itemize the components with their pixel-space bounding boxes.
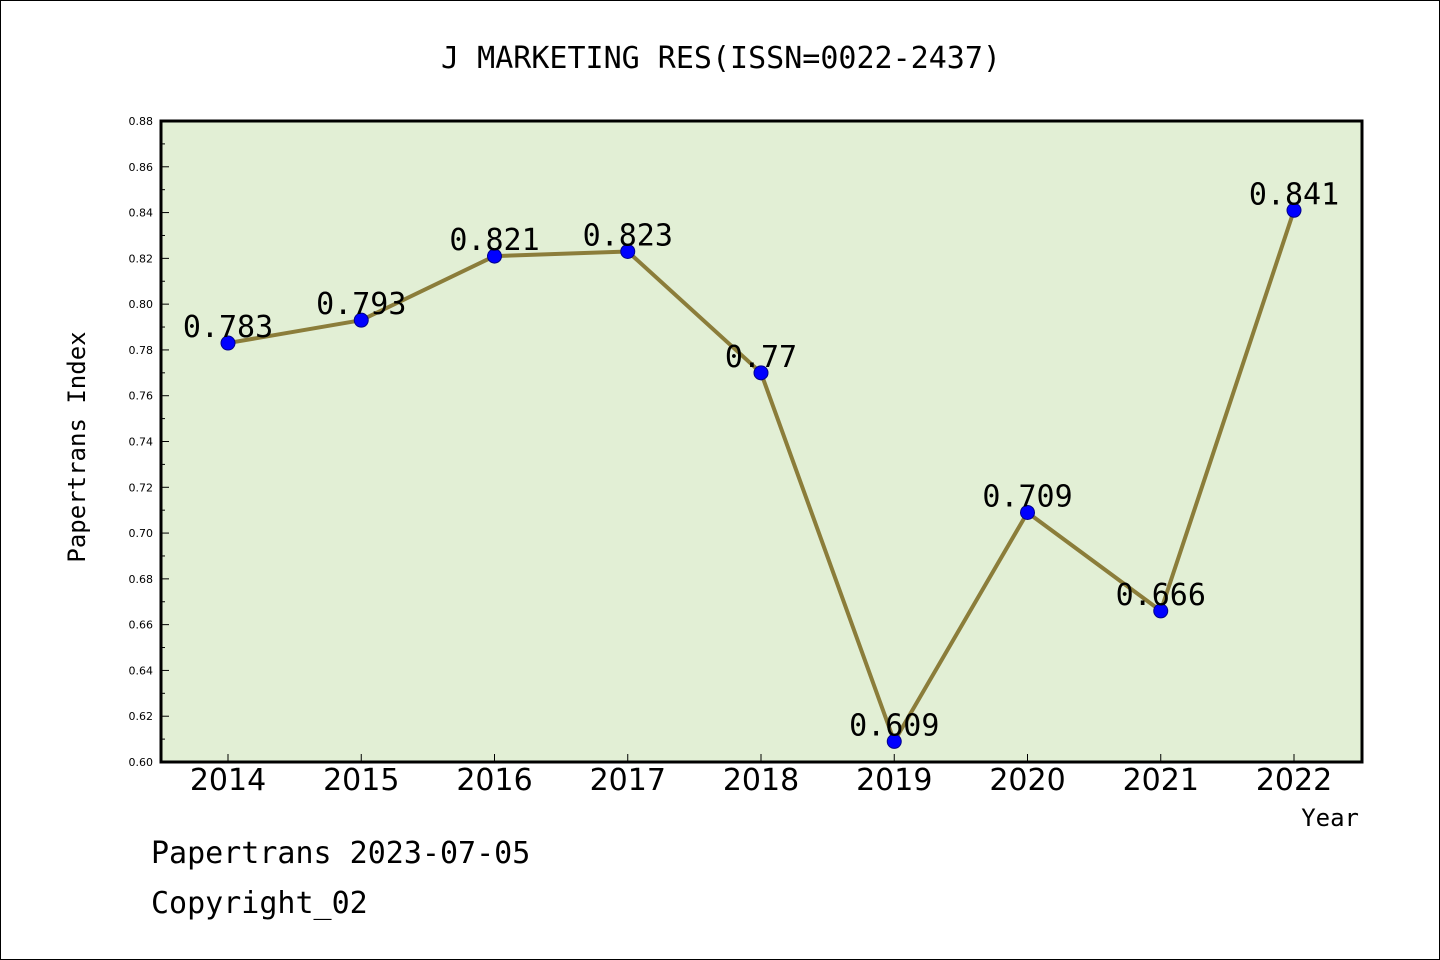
footer-date: Papertrans 2023-07-05 — [151, 836, 531, 871]
data-point — [620, 243, 636, 259]
data-label: 0.793 — [316, 287, 406, 322]
y-axis: 0.60 0.62 0.64 0.66 0.68 0.70 0.72 0.74 0.76 0.78… — [129, 115, 169, 769]
y-tick-label: 0.76 — [129, 390, 154, 403]
data-label: 0.821 — [449, 223, 539, 258]
data-point — [886, 733, 902, 749]
data-label: 0.783 — [183, 310, 273, 345]
x-tick-label: 2016 — [456, 763, 532, 798]
x-axis-label: Year — [1301, 804, 1359, 832]
data-label: 0.609 — [849, 708, 939, 743]
y-tick-label: 0.72 — [129, 481, 154, 494]
y-tick-label: 0.88 — [129, 115, 154, 128]
y-tick-label: 0.70 — [129, 527, 154, 540]
plot-area — [159, 119, 1364, 764]
y-tick-label: 0.62 — [129, 710, 154, 723]
x-tick-label: 2018 — [723, 763, 799, 798]
y-tick-label: 0.66 — [129, 619, 154, 632]
data-point — [753, 365, 769, 381]
x-tick-label: 2015 — [323, 763, 399, 798]
data-point — [1020, 504, 1035, 520]
y-tick-label: 0.80 — [129, 298, 154, 311]
data-label: 0.77 — [725, 340, 797, 375]
x-tick-label: 2019 — [856, 763, 932, 798]
y-tick-label: 0.84 — [129, 207, 154, 220]
footer-copyright: Copyright_02 — [151, 886, 368, 921]
data-label: 0.823 — [583, 218, 673, 253]
data-point — [220, 335, 236, 351]
x-tick-label: 2022 — [1256, 763, 1332, 798]
x-tick-label: 2014 — [190, 763, 266, 798]
data-label: 0.841 — [1249, 177, 1339, 212]
data-point — [1286, 202, 1302, 218]
y-tick-label: 0.68 — [129, 573, 154, 586]
data-point — [353, 312, 369, 328]
x-axis: 2014 2015 2016 2017 2018 2019 2020 2021 2022 — [190, 754, 1332, 798]
chart-title: J MARKETING RES(ISSN=0022-2437) — [441, 41, 1001, 76]
y-axis-label: Papertrans Index — [63, 331, 91, 562]
y-tick-label: 0.64 — [129, 664, 154, 677]
y-tick-label: 0.74 — [129, 436, 154, 449]
data-label: 0.666 — [1116, 578, 1206, 613]
y-tick-label: 0.60 — [129, 756, 154, 769]
data-points — [220, 202, 1302, 749]
y-tick-label: 0.86 — [129, 161, 154, 174]
x-tick-label: 2021 — [1123, 763, 1199, 798]
data-point — [1153, 603, 1169, 619]
data-point — [487, 248, 502, 264]
x-tick-label: 2017 — [590, 763, 666, 798]
x-tick-label: 2020 — [989, 763, 1065, 798]
y-tick-label: 0.78 — [129, 344, 154, 357]
data-label: 0.709 — [982, 479, 1072, 514]
y-tick-label: 0.82 — [129, 252, 154, 265]
data-labels: 0.783 0.793 0.821 0.823 0.77 0.609 0.709 0.666 0… — [183, 177, 1339, 743]
